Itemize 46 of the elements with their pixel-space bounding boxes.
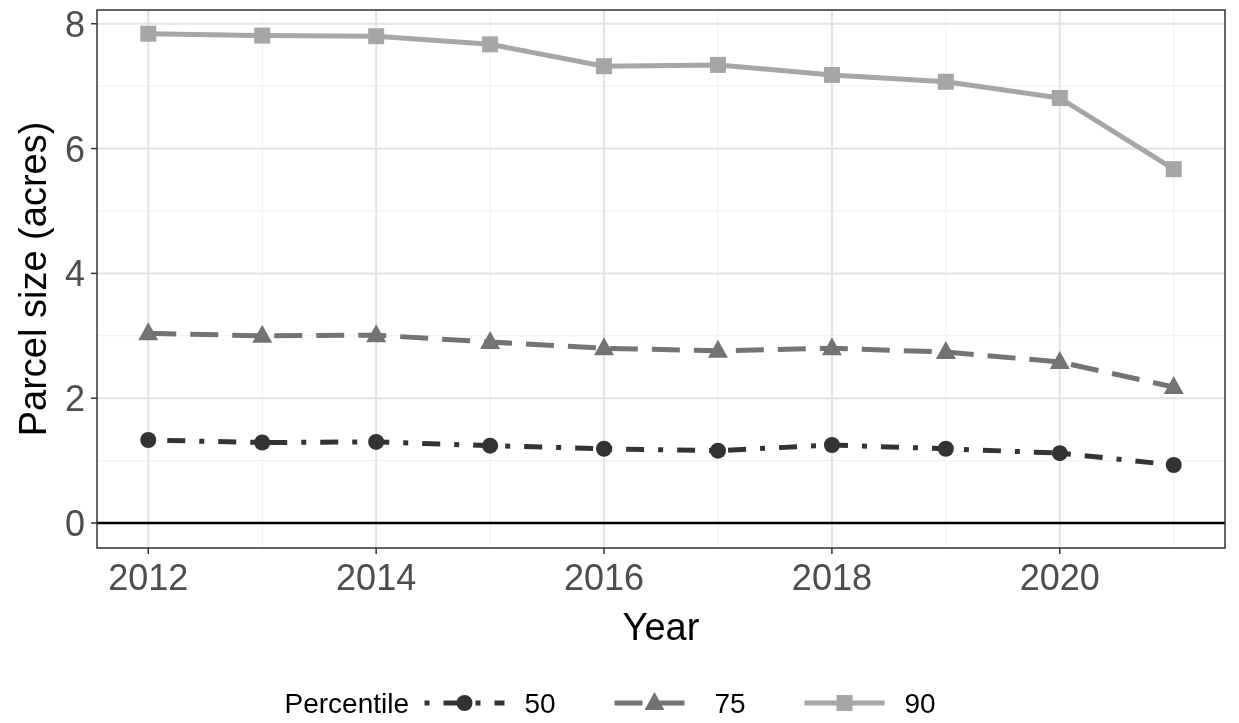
point: [1049, 351, 1070, 370]
point: [254, 434, 271, 451]
point: [823, 437, 840, 454]
x-axis-title: Year: [622, 606, 700, 648]
point: [596, 440, 613, 457]
point: [937, 440, 954, 457]
legend-label: 50: [524, 688, 556, 719]
y-tick-label: 8: [64, 3, 85, 45]
y-tick-label: 2: [64, 378, 85, 420]
point: [1051, 90, 1068, 106]
legend-label: 90: [904, 688, 936, 719]
point: [596, 58, 613, 75]
y-tick-label: 4: [64, 253, 85, 295]
x-tick-label: 2012: [108, 557, 189, 598]
point: [1165, 456, 1182, 473]
point: [1165, 161, 1182, 178]
point: [937, 73, 954, 90]
point: [140, 25, 157, 42]
x-tick-label: 2020: [1019, 557, 1100, 598]
x-tick-label: 2018: [791, 557, 872, 598]
point: [935, 341, 956, 360]
y-axis-title: Parcel size (acres): [12, 121, 54, 437]
y-tick-label: 6: [64, 128, 85, 170]
point: [482, 437, 499, 454]
point: [138, 322, 159, 341]
legend-title: Percentile: [284, 688, 410, 719]
point: [368, 28, 385, 45]
point: [1163, 375, 1184, 394]
point: [482, 36, 499, 53]
point: [480, 331, 501, 350]
y-tick-label: 0: [64, 503, 85, 545]
point: [254, 27, 271, 44]
x-tick-label: 2016: [563, 557, 645, 598]
point: [707, 339, 728, 358]
point: [140, 432, 157, 449]
point: [368, 433, 385, 450]
point: [366, 324, 387, 343]
point: [594, 337, 615, 356]
legend-label: 75: [714, 688, 746, 719]
point: [252, 324, 273, 343]
point: [709, 442, 726, 459]
point: [709, 56, 726, 73]
point: [823, 66, 840, 83]
point: [1051, 445, 1068, 462]
x-tick-label: 2014: [336, 557, 417, 598]
point: [821, 337, 842, 356]
